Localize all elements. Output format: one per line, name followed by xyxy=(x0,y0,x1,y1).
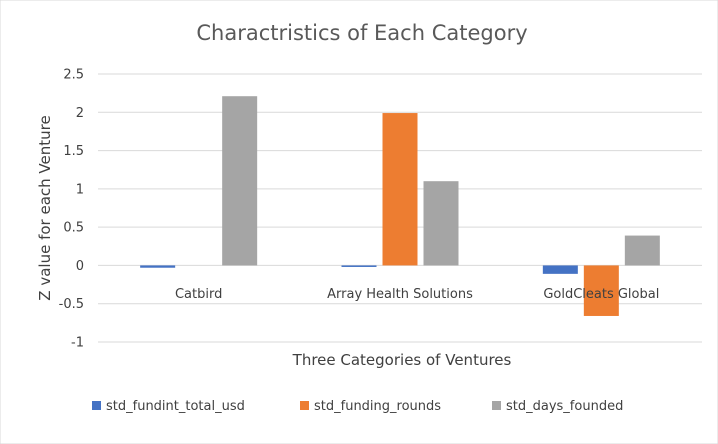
y-tick-label: 1.5 xyxy=(63,144,84,159)
y-tick-label: 2 xyxy=(76,106,84,121)
bar-std_days_founded-array-health-solutions xyxy=(423,181,459,266)
legend-label: std_funding_rounds xyxy=(314,399,441,414)
legend: std_fundint_total_usd std_funding_rounds s… xyxy=(92,399,623,414)
legend-swatch xyxy=(92,401,101,410)
bar-std_days_founded-goldcleats-global xyxy=(624,235,660,266)
category-label: GoldCleats Global xyxy=(543,287,659,302)
y-tick-labels: 2.5 2 1.5 1 0.5 0 -0.5 -1 xyxy=(59,68,84,351)
y-tick-label: -0.5 xyxy=(59,297,84,312)
bar-std_fundint_total_usd-catbird xyxy=(140,265,176,268)
legend-swatch xyxy=(300,401,309,410)
y-tick-label: -1 xyxy=(71,336,84,351)
bar-std_fundint_total_usd-array-health-solutions xyxy=(341,265,377,267)
category-label: Catbird xyxy=(175,287,222,302)
y-tick-label: 2.5 xyxy=(63,68,84,83)
category-labels: Catbird Array Health Solutions GoldCleats … xyxy=(175,287,659,302)
legend-label: std_fundint_total_usd xyxy=(106,399,245,414)
y-axis-title: Z value for each Venture xyxy=(36,115,54,300)
y-tick-label: 0.5 xyxy=(63,221,84,236)
bar-std_funding_rounds-array-health-solutions xyxy=(382,113,418,266)
bar-std_fundint_total_usd-goldcleats-global xyxy=(542,265,578,274)
bars xyxy=(140,96,660,316)
y-tick-label: 0 xyxy=(76,259,84,274)
legend-label: std_days_founded xyxy=(506,399,623,414)
category-label: Array Health Solutions xyxy=(327,287,473,302)
bar-std_funding_rounds-goldcleats-global xyxy=(583,265,619,316)
legend-swatch xyxy=(492,401,501,410)
y-tick-label: 1 xyxy=(76,182,84,197)
bar-std_days_founded-catbird xyxy=(222,96,258,266)
chart-title: Charactristics of Each Category xyxy=(196,21,527,45)
x-axis-title: Three Categories of Ventures xyxy=(292,351,512,369)
